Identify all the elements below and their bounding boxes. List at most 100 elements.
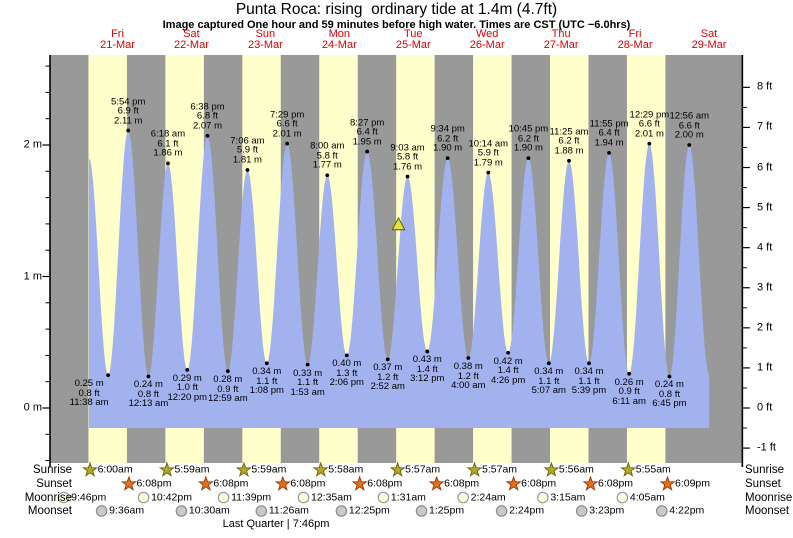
moonset-icon xyxy=(415,505,428,517)
y-axis-label-ft: 7 ft xyxy=(757,120,773,133)
low-tide-label: 0.25 m 0.8 ft 11:38 am xyxy=(69,378,109,409)
tide-point-dot xyxy=(305,362,310,367)
sunset-time: 6:08pm xyxy=(367,477,403,490)
tide-point-dot xyxy=(587,361,591,366)
sunrise-icon xyxy=(312,461,329,477)
sunset-icon xyxy=(659,475,676,491)
sunset-icon xyxy=(428,475,445,491)
sunset-icon xyxy=(582,475,599,491)
moonrise-icon xyxy=(457,491,469,504)
tide-point-dot xyxy=(546,361,551,366)
sunset-icon xyxy=(505,475,522,491)
low-tide-label: 0.37 m 1.2 ft 2:52 am xyxy=(370,362,405,393)
day-label: Sat 29-Mar xyxy=(691,28,727,51)
moonrise-time: 10:42pm xyxy=(151,491,192,503)
day-label: Sat 22-Mar xyxy=(174,28,209,51)
moonset-time: 3:23pm xyxy=(589,504,625,517)
moonset-icon xyxy=(95,505,108,517)
moonset-time: 4:22pm xyxy=(669,504,705,517)
moonrise-icon xyxy=(297,491,310,504)
moonrise-icon xyxy=(537,491,549,504)
y-axis-label-m: 0 m xyxy=(23,401,42,414)
tide-point-dot xyxy=(687,143,692,147)
tide-point-dot xyxy=(185,367,190,372)
sunrise-time: 5:58am xyxy=(328,463,364,476)
sunrise-time: 5:57am xyxy=(405,463,441,476)
moonset-icon xyxy=(575,505,588,517)
moonrise-time: 3:15am xyxy=(550,491,586,503)
moonrise-icon xyxy=(377,491,390,504)
tide-point-dot xyxy=(405,174,410,179)
low-tide-label: 0.40 m 1.3 ft 2:06 pm xyxy=(329,358,364,389)
high-tide-label: 11:55 pm 6.4 ft 1.94 m xyxy=(589,118,629,149)
low-tide-label: 0.34 m 1.1 ft 1:08 pm xyxy=(249,366,284,397)
sunrise-icon xyxy=(158,461,176,477)
day-label: Fri 28-Mar xyxy=(617,28,653,51)
night-band xyxy=(703,55,743,463)
tide-point-dot xyxy=(285,141,290,146)
high-tide-label: 9:03 am 5.8 ft 1.76 m xyxy=(390,142,425,173)
y-axis-label-m: 1 m xyxy=(23,270,42,282)
moonrise-time: 1:31am xyxy=(390,491,426,503)
sunset-icon xyxy=(197,475,214,491)
sunrise-time: 6:00am xyxy=(97,463,133,476)
sunset-time: 6:08pm xyxy=(213,477,249,490)
y-axis-label-ft: 2 ft xyxy=(757,321,773,334)
low-tide-label: 0.42 m 1.4 ft 4:26 pm xyxy=(490,355,526,386)
page-title: Punta Roca: rising ordinary tide at 1.4m… xyxy=(235,1,558,18)
tide-point-dot xyxy=(647,141,652,146)
night-band xyxy=(50,55,89,463)
moonset-time: 10:30am xyxy=(188,504,230,517)
sunrise-icon xyxy=(466,461,483,477)
sunrise-icon xyxy=(543,461,560,477)
y-axis-label-ft: 6 ft xyxy=(757,161,773,173)
tide-point-dot xyxy=(225,369,230,374)
moonrise-row-label-right: Moonrise xyxy=(745,491,793,504)
high-tide-label: 9:34 pm 6.2 ft 1.90 m xyxy=(430,123,465,154)
sunrise-time: 5:56am xyxy=(558,463,594,476)
sunrise-icon xyxy=(620,461,637,477)
sunrise-row-label-right: Sunrise xyxy=(745,464,784,476)
sunrise-time: 5:59am xyxy=(174,463,210,476)
tide-point-dot xyxy=(205,133,210,138)
low-tide-label: 0.43 m 1.4 ft 3:12 pm xyxy=(410,354,445,385)
moonrise-time: 4:05am xyxy=(629,491,665,503)
tide-point-dot xyxy=(526,156,531,161)
moonset-icon xyxy=(175,505,188,517)
sunset-time: 6:08pm xyxy=(598,477,634,490)
moonset-time: 9:36am xyxy=(109,504,145,517)
sunset-icon xyxy=(274,475,291,491)
moonset-time: 1:25pm xyxy=(429,504,465,517)
y-axis-label-ft: 8 ft xyxy=(757,80,773,93)
tide-point-dot xyxy=(445,156,450,161)
low-tide-label: 0.33 m 1.1 ft 1:53 am xyxy=(290,367,325,398)
high-tide-label: 8:00 am 5.8 ft 1.77 m xyxy=(310,140,345,171)
tide-point-dot xyxy=(385,357,390,362)
moonset-time: 11:26am xyxy=(268,504,309,517)
tide-point-dot xyxy=(567,158,571,163)
tide-point-dot xyxy=(126,128,131,133)
current-tide-triangle-icon xyxy=(391,216,406,231)
sunrise-icon xyxy=(235,461,252,477)
sunrise-icon xyxy=(81,461,99,477)
moonset-row-label-left: Moonset xyxy=(27,505,72,517)
moonset-row-label-right: Moonset xyxy=(745,505,790,517)
tide-point-dot xyxy=(344,353,349,358)
moonrise-row-label-left: Moonrise xyxy=(24,491,72,504)
day-label: Fri 21-Mar xyxy=(100,28,135,51)
tide-extreme-dots xyxy=(106,128,692,379)
high-tide-label: 8:27 pm 6.4 ft 1.95 m xyxy=(349,117,385,148)
high-tide-label: 10:45 pm 6.2 ft 1.90 m xyxy=(508,123,549,154)
high-tide-label: 12:56 am 6.6 ft 2.00 m xyxy=(669,110,710,141)
y-axis-label-m: 2 m xyxy=(23,138,42,151)
day-label: Mon 24-Mar xyxy=(321,28,357,51)
tide-point-dot xyxy=(245,168,250,172)
moonrise-icon xyxy=(217,491,230,504)
moonrise-time: 2:24am xyxy=(470,491,506,503)
sunset-time: 6:08pm xyxy=(290,477,326,490)
high-tide-label: 6:18 am 6.1 ft 1.86 m xyxy=(150,128,186,159)
tide-point-dot xyxy=(425,349,430,354)
sun-moon-icons xyxy=(57,461,676,517)
moon-phase-text: Last Quarter | 7:46pm xyxy=(222,518,330,530)
